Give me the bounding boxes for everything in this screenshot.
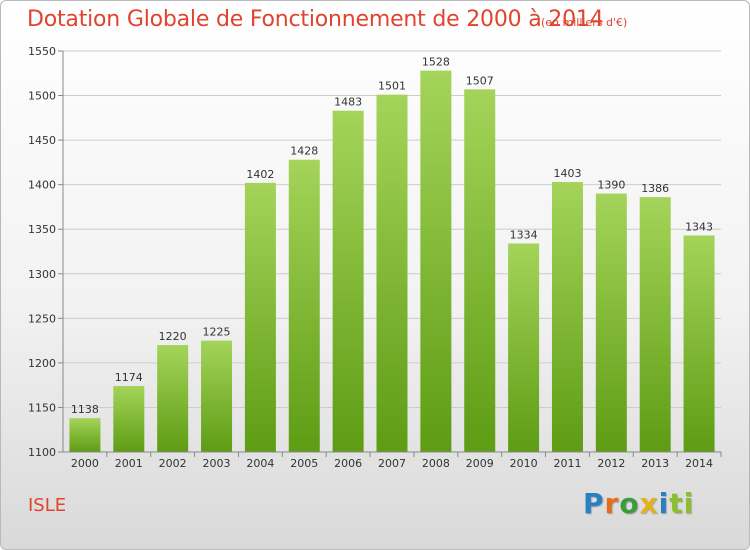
x-tick-label-2009: 2009 xyxy=(466,457,494,470)
y-tick-label: 1450 xyxy=(28,134,56,147)
value-label-2005: 1428 xyxy=(290,145,318,158)
bar-2006 xyxy=(332,110,364,453)
y-tick-label: 1550 xyxy=(28,45,56,58)
y-tick-label: 1300 xyxy=(28,268,56,281)
bar-2010 xyxy=(508,243,540,452)
value-label-2013: 1386 xyxy=(641,182,669,195)
value-label-2004: 1402 xyxy=(246,168,274,181)
y-tick-label: 1200 xyxy=(28,357,56,370)
y-tick-label: 1350 xyxy=(28,223,56,236)
x-tick-label-2012: 2012 xyxy=(597,457,625,470)
bars xyxy=(69,70,715,453)
value-label-2011: 1403 xyxy=(553,167,581,180)
value-label-2006: 1483 xyxy=(334,96,362,109)
x-tick-label-2007: 2007 xyxy=(378,457,406,470)
x-tick-label-2008: 2008 xyxy=(422,457,450,470)
bar-2011 xyxy=(551,181,583,452)
value-label-2000: 1138 xyxy=(71,403,99,416)
bar-2000 xyxy=(69,418,101,452)
bar-2001 xyxy=(113,386,145,452)
value-label-2009: 1507 xyxy=(466,74,494,87)
bar-2005 xyxy=(288,159,320,452)
chart-unit: (en milliers d'€) xyxy=(541,16,628,29)
y-tick-label: 1500 xyxy=(28,90,56,103)
proxiti-logo: Proxiti xyxy=(583,487,695,520)
bar-2004 xyxy=(244,182,276,452)
chart-title: Dotation Globale de Fonctionnement de 20… xyxy=(27,7,604,32)
x-tick-label-2001: 2001 xyxy=(115,457,143,470)
bar-2014 xyxy=(683,235,715,452)
y-tick-label: 1250 xyxy=(28,312,56,325)
value-label-2012: 1390 xyxy=(597,179,625,192)
x-tick-label-2004: 2004 xyxy=(246,457,274,470)
y-tick-label: 1400 xyxy=(28,179,56,192)
value-label-2008: 1528 xyxy=(422,56,450,69)
value-label-2001: 1174 xyxy=(115,371,143,384)
x-tick-label-2003: 2003 xyxy=(203,457,231,470)
x-tick-label-2010: 2010 xyxy=(510,457,538,470)
value-labels: 1138 1174 1220 1225 1402 1428 1483 1501 1528 1507… xyxy=(71,56,713,417)
y-tick-label: 1150 xyxy=(28,401,56,414)
value-label-2014: 1343 xyxy=(685,220,713,233)
x-tick-label-2005: 2005 xyxy=(290,457,318,470)
axes: 1100 1150 1200 1250 1300 1350 1400 1450 1500 1550… xyxy=(28,45,722,470)
y-tick-label: 1100 xyxy=(28,446,56,459)
bar-2007 xyxy=(376,94,408,453)
x-tick-label-2000: 2000 xyxy=(71,457,99,470)
x-tick-label-2013: 2013 xyxy=(641,457,669,470)
bar-2008 xyxy=(420,70,452,453)
bar-2003 xyxy=(201,340,233,452)
bar-2002 xyxy=(157,345,189,452)
x-tick-label-2002: 2002 xyxy=(159,457,187,470)
value-label-2003: 1225 xyxy=(203,326,231,339)
x-tick-label-2014: 2014 xyxy=(685,457,713,470)
value-label-2007: 1501 xyxy=(378,80,406,93)
place-name: ISLE xyxy=(28,495,67,516)
x-tick-label-2011: 2011 xyxy=(553,457,581,470)
bar-2009 xyxy=(464,89,496,452)
bar-2012 xyxy=(595,193,627,453)
bar-2013 xyxy=(639,197,671,452)
value-label-2010: 1334 xyxy=(510,228,538,241)
value-label-2002: 1220 xyxy=(159,330,187,343)
x-tick-label-2006: 2006 xyxy=(334,457,362,470)
